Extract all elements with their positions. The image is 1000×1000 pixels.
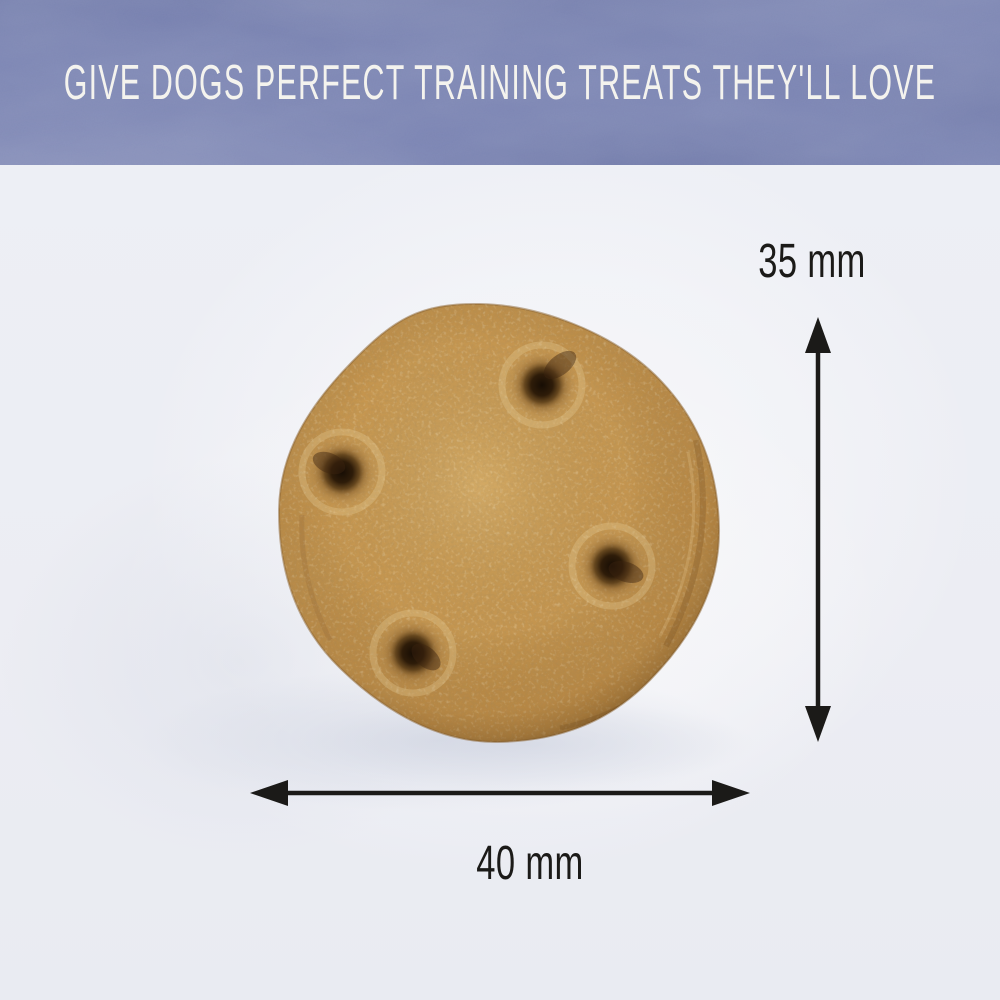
product-photo-area: 35 mm 40 mm	[0, 165, 1000, 1000]
banner-paper-grain	[0, 0, 1000, 165]
hole-highlight-ring	[568, 522, 656, 610]
hole-smear	[411, 643, 441, 671]
biscuit-hole-right	[568, 522, 656, 610]
banner-headline: GIVE DOGS PERFECT TRAINING TREATS THEY'L…	[63, 55, 937, 110]
height-dimension-label: 35 mm	[758, 233, 865, 287]
arrowhead-left-icon	[250, 780, 288, 806]
biscuit-contact-shadow	[295, 700, 755, 788]
width-dimension-label: 40 mm	[476, 835, 583, 889]
banner-watercolor-texture	[0, 0, 1000, 165]
biscuit	[277, 302, 721, 744]
biscuit-hole-bottom	[369, 609, 457, 697]
banner: GIVE DOGS PERFECT TRAINING TREATS THEY'L…	[0, 0, 1000, 165]
height-dimension-arrow	[805, 317, 831, 742]
hole-highlight-ring	[498, 341, 586, 429]
hole-smear	[608, 560, 644, 584]
arrowhead-up-icon	[805, 317, 831, 353]
width-dimension-arrow	[250, 780, 750, 806]
arrowhead-down-icon	[805, 706, 831, 742]
hole-crater	[506, 349, 578, 421]
hole-crater	[576, 530, 648, 602]
hole-highlight-ring	[369, 609, 457, 697]
hole-highlight-ring	[298, 428, 386, 516]
biscuit-hole-left	[298, 428, 386, 516]
hole-smear	[312, 451, 346, 475]
hole-crater	[306, 436, 378, 508]
biscuit-hole-top	[498, 341, 586, 429]
hole-crater	[377, 617, 449, 689]
hole-smear	[543, 350, 577, 380]
arrowhead-right-icon	[712, 780, 750, 806]
treat-photo: 35 mm 40 mm	[0, 165, 980, 889]
